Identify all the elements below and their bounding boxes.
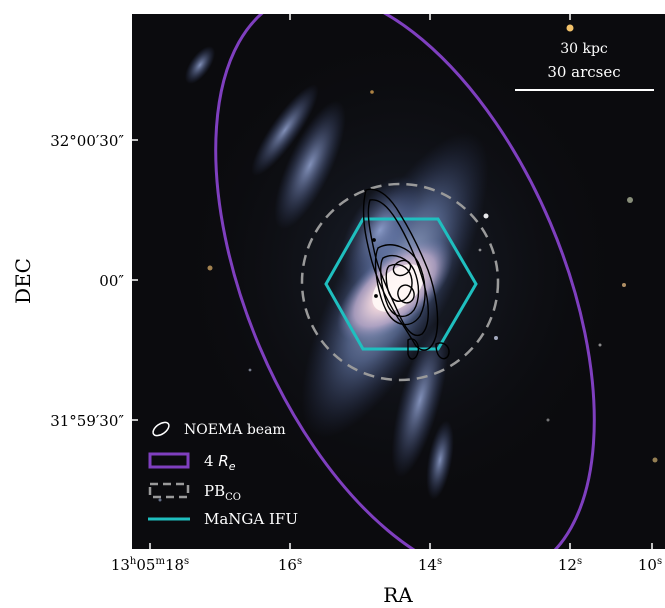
x-tick-16s-seconds-unit: s: [297, 556, 302, 567]
legend-label-noema-beam: NOEMA beam: [184, 422, 286, 438]
sky-image: 30 kpc 30 arcsec NOEMA beam 4 Re PBCO Ma…: [132, 0, 665, 608]
x-tick-14s-seconds-unit: s: [437, 556, 442, 567]
legend-label-four-re-prefix: 4: [204, 452, 218, 470]
y-axis-title: DEC: [11, 258, 35, 304]
x-tick-label-16s: 16s: [278, 556, 302, 574]
x-tick-12s-seconds: 12: [558, 556, 577, 574]
legend-label-pb-co-main: PB: [204, 482, 225, 500]
x-tick-18s-seconds-unit: s: [184, 556, 189, 567]
x-tick-label-12s: 12s: [558, 556, 582, 574]
x-tick-18s-seconds: 18: [165, 556, 184, 574]
x-tick-18s-minutes: 05: [136, 556, 155, 574]
legend-label-four-re-symbol: R: [218, 452, 228, 470]
y-tick-labels: 32°00′30″ 00″ 31°59′30″: [50, 132, 124, 430]
legend-label-pb-co-subscript: CO: [225, 492, 241, 503]
x-tick-16s-seconds: 16: [278, 556, 297, 574]
x-tick-18s-hours: 13: [111, 556, 130, 574]
scalebar-arcsec-label: 30 arcsec: [547, 63, 620, 81]
x-tick-label-18s: 13h05m18s: [111, 556, 189, 574]
x-tick-labels: 13h05m18s 16s 14s 12s 10s: [111, 556, 662, 574]
x-tick-10s-seconds-unit: s: [657, 556, 662, 567]
scalebar-kpc-label: 30 kpc: [560, 41, 608, 57]
legend-label-manga-ifu: MaNGA IFU: [204, 510, 298, 528]
x-axis-title: RA: [383, 583, 413, 607]
x-tick-12s-seconds-unit: s: [577, 556, 582, 567]
y-tick-label-32-00-30: 32°00′30″: [50, 132, 124, 150]
x-tick-10s-seconds: 10: [638, 556, 657, 574]
x-tick-label-10s: 10s: [638, 556, 662, 574]
x-tick-label-14s: 14s: [418, 556, 442, 574]
y-tick-label-31-59-30: 31°59′30″: [50, 412, 124, 430]
y-tick-label-00: 00″: [99, 272, 124, 290]
legend-label-four-re-subscript: e: [229, 460, 236, 473]
x-tick-14s-seconds: 14: [418, 556, 437, 574]
